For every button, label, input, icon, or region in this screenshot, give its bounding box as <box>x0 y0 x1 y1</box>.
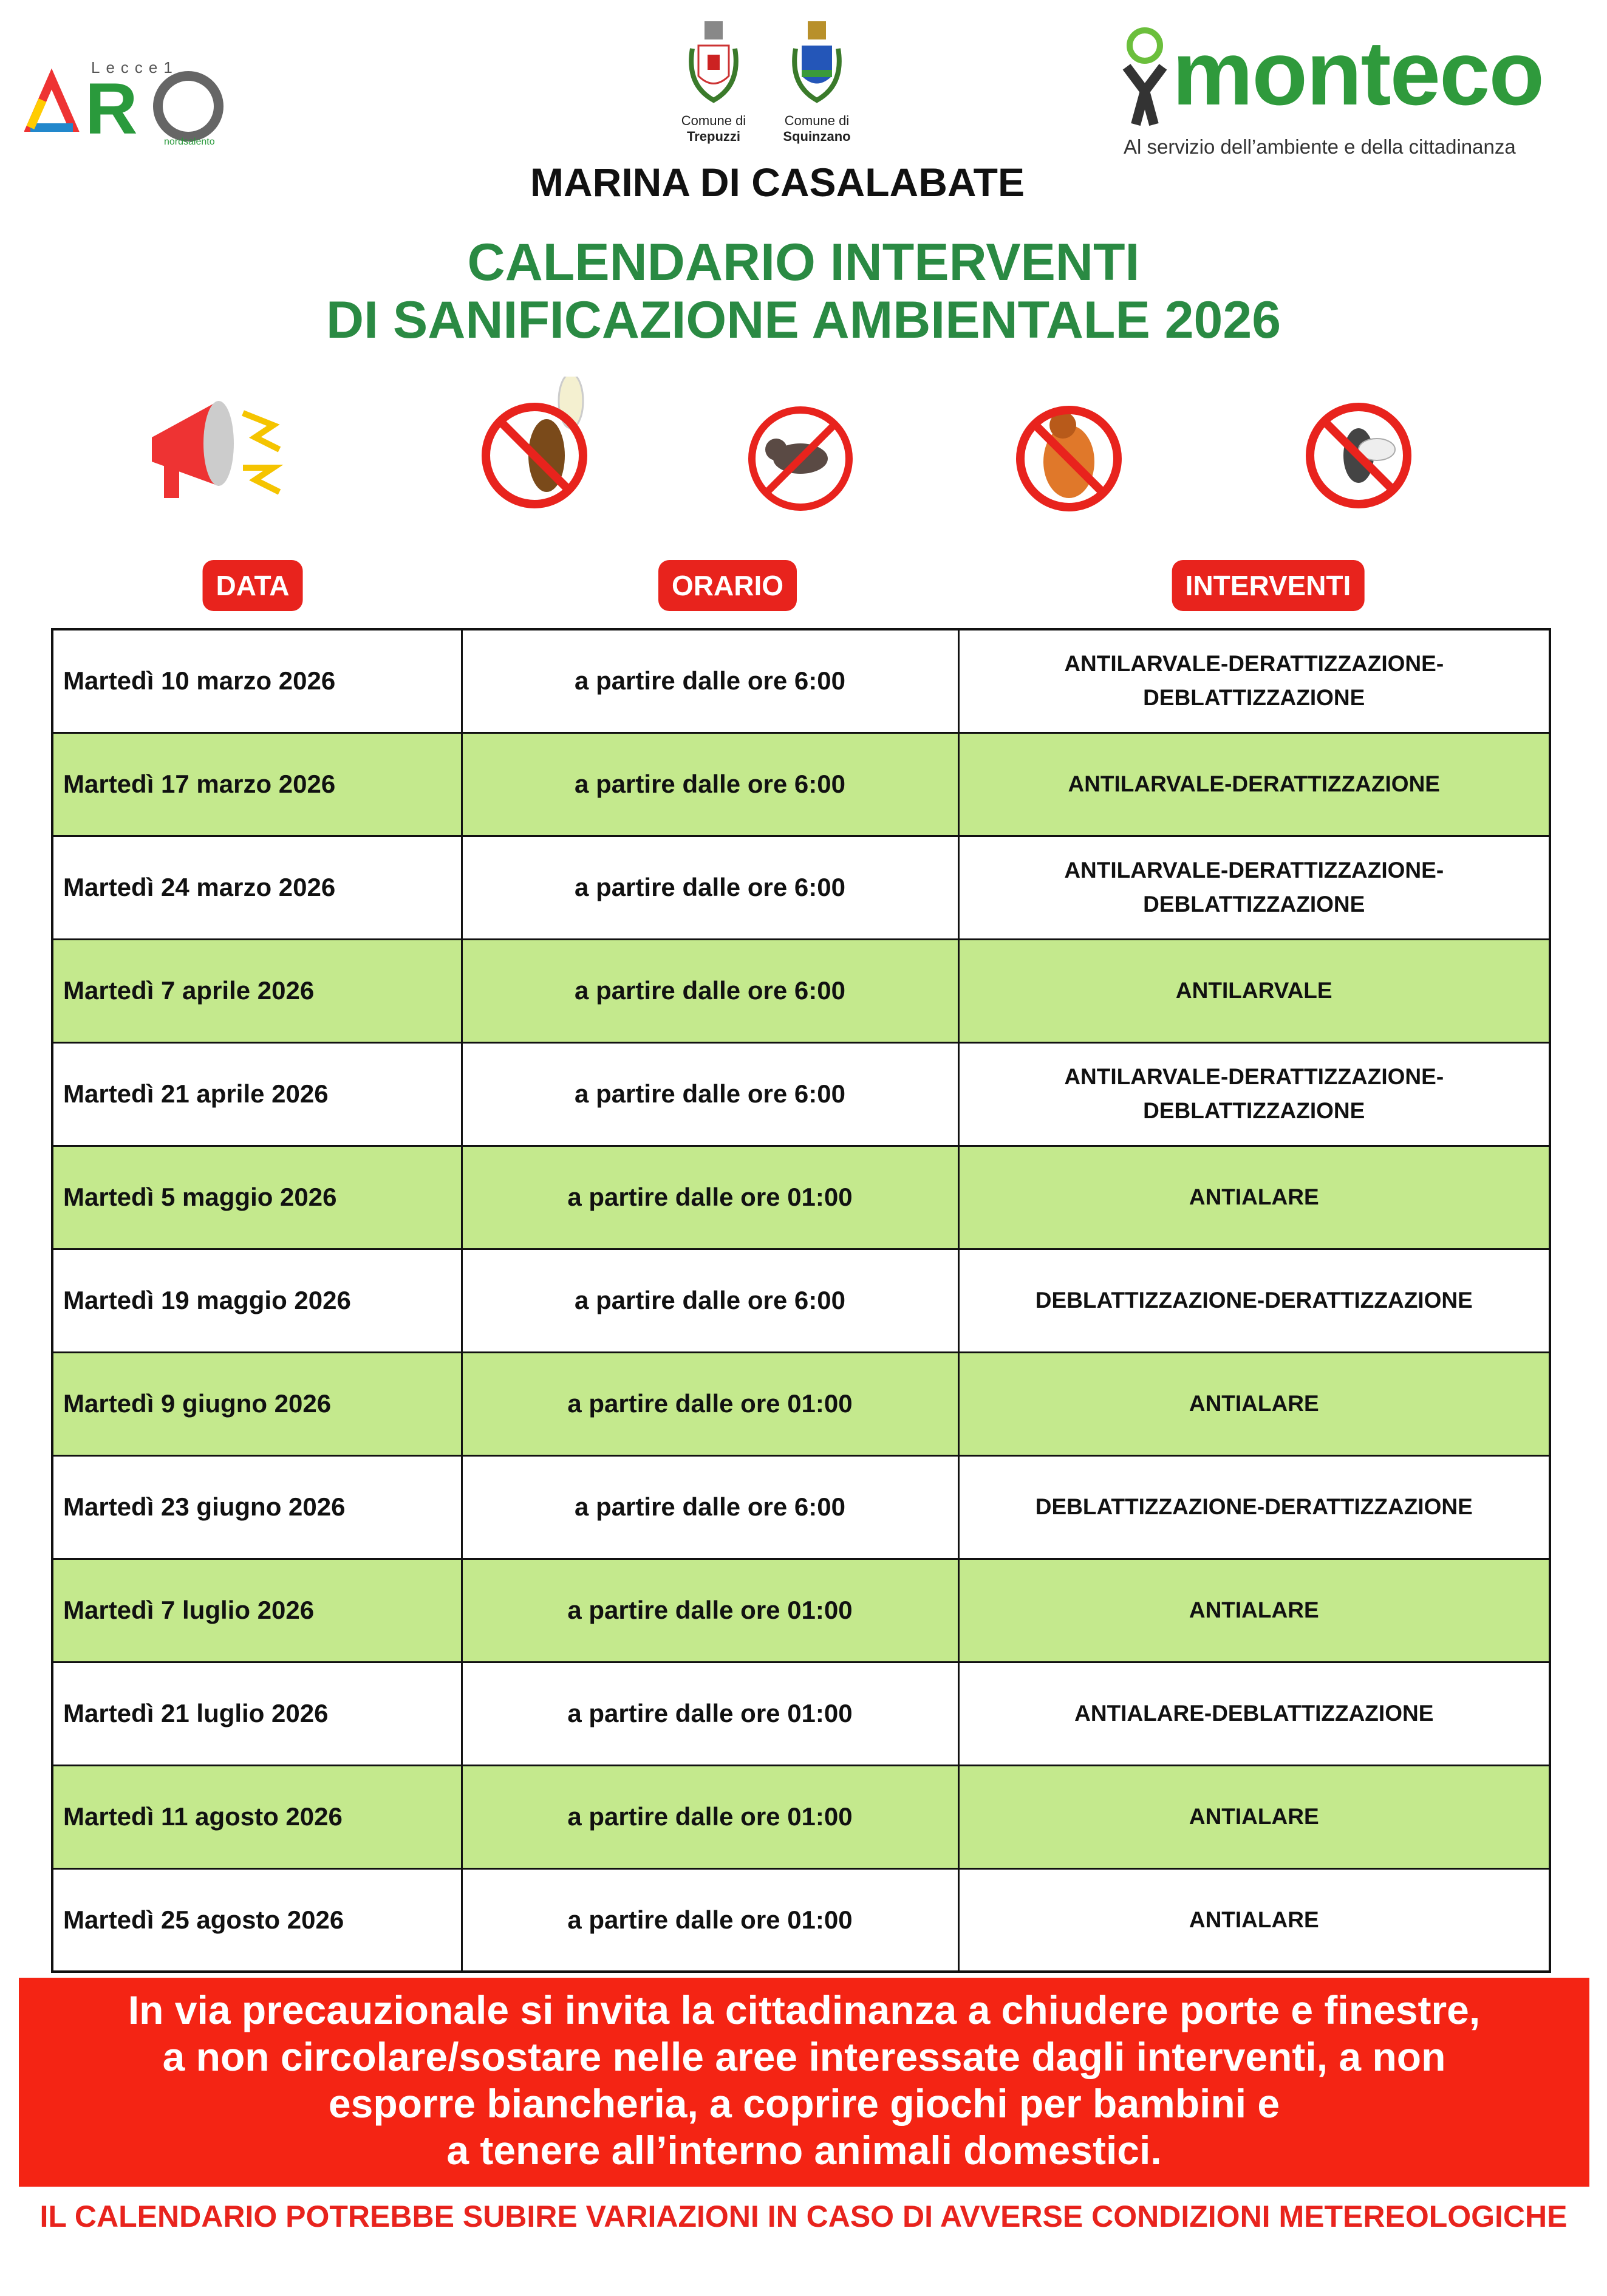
notice-line: In via precauzionale si invita la cittad… <box>128 1987 1481 2032</box>
intervention-cell: ANTILARVALE-DERATTIZZAZIONE-DEBLATTIZZAZ… <box>957 1041 1551 1147</box>
time-cell: a partire dalle ore 01:00 <box>460 1144 960 1250</box>
table-row: Martedì 21 luglio 2026 a partire dalle or… <box>51 1661 1551 1766</box>
table-row: Martedì 7 luglio 2026 a partire dalle ore… <box>51 1557 1551 1663</box>
table-row: Martedì 7 aprile 2026 a partire dalle ore… <box>51 938 1551 1044</box>
date-cell: Martedì 7 aprile 2026 <box>51 938 463 1044</box>
time-cell: a partire dalle ore 6:00 <box>460 835 960 940</box>
location-title: MARINA DI CASALABATE <box>530 160 1025 205</box>
column-header-data: DATA <box>202 560 303 611</box>
page-title-line1: CALENDARIO INTERVENTI <box>467 233 1140 292</box>
date-cell: Martedì 25 agosto 2026 <box>51 1867 463 1973</box>
coat-of-arms-icon <box>792 21 842 103</box>
table-row: Martedì 19 maggio 2026 a partire dalle or… <box>51 1248 1551 1353</box>
intervention-cell: ANTILARVALE-DERATTIZZAZIONE <box>957 731 1551 837</box>
monteco-wordmark: monteco <box>1172 22 1544 124</box>
intervention-cell: ANTILARVALE-DERATTIZZAZIONE-DEBLATTIZZAZ… <box>957 628 1551 734</box>
table-row: Martedì 25 agosto 2026 a partire dalle or… <box>51 1867 1551 1973</box>
table-row: Martedì 24 marzo 2026 a partire dalle ore… <box>51 835 1551 940</box>
column-header-interventi: INTERVENTI <box>1172 560 1365 611</box>
schedule-table: Martedì 10 marzo 2026 a partire dalle ore… <box>51 628 1551 1973</box>
table-row: Martedì 11 agosto 2026 a partire dalle or… <box>51 1764 1551 1870</box>
time-cell: a partire dalle ore 01:00 <box>460 1867 960 1973</box>
monteco-logo: monteco Al servizio dell’ambiente e dell… <box>1117 24 1561 164</box>
time-cell: a partire dalle ore 6:00 <box>460 1454 960 1560</box>
aro-lecce1-logo: R Lecce1 nordsalento <box>24 55 243 149</box>
megaphone-icon <box>152 401 284 498</box>
notice-line: a non circolare/sostare nelle aree inter… <box>162 2034 1446 2079</box>
table-row: Martedì 21 aprile 2026 a partire dalle or… <box>51 1041 1551 1147</box>
coat-trepuzzi: Comune di Trepuzzi <box>668 18 759 145</box>
time-cell: a partire dalle ore 01:00 <box>460 1764 960 1870</box>
monteco-tagline: Al servizio dell’ambiente e della cittad… <box>1124 135 1516 158</box>
no-rat-icon <box>748 406 853 511</box>
no-fly-icon <box>1306 403 1411 508</box>
time-cell: a partire dalle ore 01:00 <box>460 1557 960 1663</box>
table-row: Martedì 10 marzo 2026 a partire dalle ore… <box>51 628 1551 734</box>
date-cell: Martedì 17 marzo 2026 <box>51 731 463 837</box>
intervention-cell: DEBLATTIZZAZIONE-DERATTIZZAZIONE <box>957 1248 1551 1353</box>
svg-text:nordsalento: nordsalento <box>164 137 215 146</box>
precaution-notice: In via precauzionale si invita la cittad… <box>19 1978 1589 2187</box>
notice-line: esporre biancheria, a coprire giochi per… <box>328 2081 1280 2126</box>
no-cockroach-icon <box>1016 406 1122 511</box>
municipality-coats: Comune di Trepuzzi Comune di Squinzano <box>662 18 868 158</box>
intervention-cell: ANTIALARE <box>957 1867 1551 1973</box>
date-cell: Martedì 11 agosto 2026 <box>51 1764 463 1870</box>
intervention-cell: ANTILARVALE <box>957 938 1551 1044</box>
time-cell: a partire dalle ore 01:00 <box>460 1661 960 1766</box>
coat-label: Comune di <box>784 113 850 128</box>
intervention-cell: ANTIALARE <box>957 1144 1551 1250</box>
date-cell: Martedì 7 luglio 2026 <box>51 1557 463 1663</box>
date-cell: Martedì 24 marzo 2026 <box>51 835 463 940</box>
date-cell: Martedì 5 maggio 2026 <box>51 1144 463 1250</box>
intervention-cell: ANTIALARE <box>957 1764 1551 1870</box>
monteco-figure-icon <box>1122 27 1167 126</box>
time-cell: a partire dalle ore 6:00 <box>460 1041 960 1147</box>
notice-line: a tenere all’interno animali domestici. <box>446 2128 1162 2173</box>
time-cell: a partire dalle ore 6:00 <box>460 1248 960 1353</box>
no-mosquito-icon <box>482 377 587 508</box>
svg-text:R: R <box>85 68 138 146</box>
svg-text:Lecce1: Lecce1 <box>91 58 179 77</box>
time-cell: a partire dalle ore 6:00 <box>460 938 960 1044</box>
time-cell: a partire dalle ore 6:00 <box>460 628 960 734</box>
date-cell: Martedì 23 giugno 2026 <box>51 1454 463 1560</box>
date-cell: Martedì 10 marzo 2026 <box>51 628 463 734</box>
table-row: Martedì 9 giugno 2026 a partire dalle ore… <box>51 1351 1551 1457</box>
coat-squinzano: Comune di Squinzano <box>771 18 862 145</box>
time-cell: a partire dalle ore 01:00 <box>460 1351 960 1457</box>
coat-name: Squinzano <box>783 129 851 144</box>
coat-name: Trepuzzi <box>686 129 740 144</box>
date-cell: Martedì 21 luglio 2026 <box>51 1661 463 1766</box>
intervention-cell: ANTIALARE <box>957 1557 1551 1663</box>
weather-disclaimer: IL CALENDARIO POTREBBE SUBIRE VARIAZIONI… <box>39 2199 1568 2233</box>
page-title-line2: DI SANIFICAZIONE AMBIENTALE 2026 <box>326 291 1281 349</box>
column-header-orario: ORARIO <box>658 560 797 611</box>
table-row: Martedì 5 maggio 2026 a partire dalle ore… <box>51 1144 1551 1250</box>
date-cell: Martedì 21 aprile 2026 <box>51 1041 463 1147</box>
intervention-cell: DEBLATTIZZAZIONE-DERATTIZZAZIONE <box>957 1454 1551 1560</box>
time-cell: a partire dalle ore 6:00 <box>460 731 960 837</box>
intervention-cell: ANTILARVALE-DERATTIZZAZIONE-DEBLATTIZZAZ… <box>957 835 1551 940</box>
date-cell: Martedì 9 giugno 2026 <box>51 1351 463 1457</box>
intervention-cell: ANTIALARE-DEBLATTIZZAZIONE <box>957 1661 1551 1766</box>
table-row: Martedì 17 marzo 2026 a partire dalle ore… <box>51 731 1551 837</box>
date-cell: Martedì 19 maggio 2026 <box>51 1248 463 1353</box>
coat-label: Comune di <box>681 113 746 128</box>
coat-of-arms-icon <box>689 21 739 103</box>
intervention-cell: ANTIALARE <box>957 1351 1551 1457</box>
table-row: Martedì 23 giugno 2026 a partire dalle or… <box>51 1454 1551 1560</box>
